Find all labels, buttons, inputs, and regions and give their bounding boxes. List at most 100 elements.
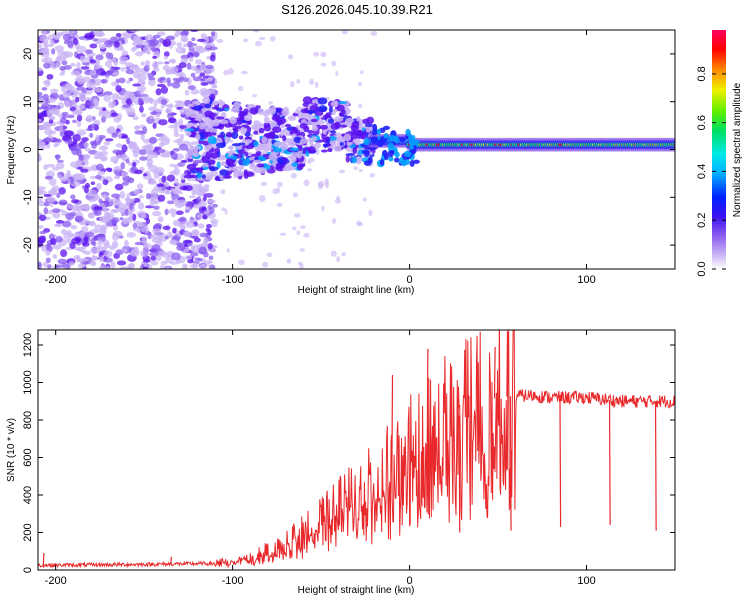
spectrogram-cell — [137, 202, 145, 210]
spectrogram-cell — [134, 125, 141, 130]
spectrogram-cell — [303, 233, 310, 238]
spectrogram-cell — [142, 243, 152, 249]
snr-frame — [37, 329, 676, 571]
spectrogram-cell — [184, 128, 195, 132]
spectrogram-cell — [212, 128, 218, 133]
spectrogram-cell — [192, 159, 203, 164]
spectrogram-cell — [60, 249, 68, 258]
spectrogram-cell — [134, 169, 143, 174]
spectrogram-cell — [202, 166, 209, 170]
snr-spike — [458, 415, 461, 533]
spectrogram-cell — [166, 231, 173, 238]
spectrogram-cell — [152, 169, 158, 175]
spectrogram-cell — [252, 94, 258, 98]
spectrogram-cell — [60, 229, 67, 235]
spectrogram-cell — [256, 163, 265, 168]
spectrogram-cell — [65, 119, 70, 125]
colorbar-ticks: 0.0 0.2 0.4 0.6 0.8 — [696, 66, 726, 277]
spectrogram-cell — [126, 193, 131, 201]
spectrogram-cell — [272, 188, 278, 195]
spectrogram-cell — [263, 124, 272, 132]
spectrogram-cell — [193, 237, 201, 243]
spectrogram-cell — [96, 182, 102, 191]
spectrogram-cell — [180, 159, 188, 163]
spectrogram-cell — [341, 252, 346, 257]
spectrogram-cell — [159, 264, 165, 269]
spectrogram-cell — [180, 35, 189, 43]
spectrogram-cell — [190, 120, 200, 124]
spectrogram-cell — [296, 230, 301, 236]
spectrogram-cell — [191, 187, 196, 196]
spectrogram-cell — [44, 122, 54, 127]
spectrogram-cell — [153, 66, 160, 72]
spectrogram-cell — [358, 82, 363, 87]
spectrogram-cell — [142, 126, 148, 135]
spectrogram-cell — [103, 257, 113, 263]
spectrogram-cell — [126, 232, 137, 238]
spectrogram-cell — [212, 36, 218, 40]
spectrogram-cell — [92, 241, 97, 247]
spectrogram-cell — [62, 33, 72, 42]
spectrogram-cell — [207, 76, 213, 82]
spectrogram-cell — [186, 40, 193, 48]
spectrogram-cell — [140, 249, 149, 258]
spectrogram-cell — [149, 39, 160, 46]
spectrogram-cell — [175, 30, 180, 36]
spectrogram-cell — [184, 208, 190, 213]
spectrogram-cell — [212, 138, 217, 145]
spectrogram-cell — [196, 46, 206, 54]
spectrogram-cell — [140, 61, 145, 66]
spectrogram-cell — [129, 202, 134, 211]
spectrogram-cell — [200, 82, 209, 86]
spectrogram-cell — [133, 188, 140, 195]
snr-x-tick-label: -100 — [222, 575, 244, 587]
spectrogram-cell — [52, 254, 58, 259]
spectrogram-cell — [365, 126, 371, 133]
spectrogram-cell — [138, 149, 147, 156]
spectrogram-cell — [139, 156, 148, 161]
spectrogram-cell — [93, 156, 100, 160]
spectrogram-cell — [216, 116, 225, 120]
spectrogram-cell — [149, 97, 154, 105]
spectrogram-cell — [85, 116, 94, 123]
spectrogram-cell — [291, 162, 299, 168]
spectrogram-cell — [111, 209, 118, 213]
spectrogram-cell — [196, 196, 202, 204]
spectrogram-cell — [290, 156, 297, 163]
spectrogram-cell — [339, 141, 344, 147]
spectrogram-cell — [93, 206, 103, 211]
spectrogram-cell — [164, 208, 169, 216]
spectrogram-cell — [119, 266, 130, 269]
spectrogram-cell — [405, 128, 411, 136]
spectrogram-cell — [226, 171, 233, 175]
spectrogram-cell — [390, 149, 395, 155]
spectrogram-cell — [320, 149, 328, 153]
spectrogram-x-tick-label: -200 — [45, 274, 67, 286]
spectrogram-cell — [409, 139, 415, 147]
spectrogram-cell — [184, 89, 190, 96]
spectrogram-cell — [198, 187, 206, 195]
spectrogram-cell — [388, 156, 394, 162]
spectrogram-cell — [203, 260, 213, 264]
spectrogram-cell — [229, 139, 234, 144]
spectrogram-cell — [198, 200, 207, 208]
spectrogram-cell — [279, 129, 285, 137]
spectrogram-cell — [142, 259, 151, 263]
spectrogram-cell — [121, 248, 128, 253]
spectrogram-cell — [130, 64, 139, 69]
spectrogram-cell — [206, 80, 216, 85]
spectrogram-cell — [196, 38, 206, 43]
spectrogram-cell — [69, 30, 76, 35]
spectrogram-cell — [173, 126, 179, 135]
snr-x-axis-label: Height of straight line (km) — [298, 585, 415, 596]
spectrogram-x-tick-label: 100 — [577, 274, 595, 286]
spectrogram-cell — [170, 58, 177, 64]
spectrogram-cell — [89, 260, 96, 266]
spectrogram-cell — [383, 132, 389, 139]
spectrogram-cell — [48, 119, 54, 124]
spectrogram-cell — [411, 134, 416, 141]
spectrogram-cell — [102, 216, 109, 224]
spectrogram-cell — [362, 197, 367, 202]
spectrogram-cell — [156, 31, 166, 36]
